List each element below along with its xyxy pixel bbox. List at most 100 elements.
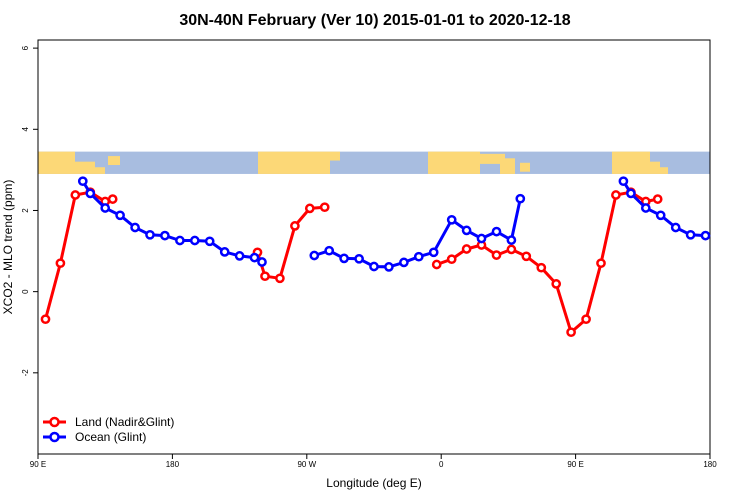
land-data-point [506,244,517,255]
ocean-data-point [491,226,502,237]
ocean-data-point [413,251,424,262]
legend: Land (Nadir&Glint) Ocean (Glint) [43,415,174,444]
land-data-point [566,327,576,338]
land-data-point [107,194,118,204]
ocean-data-point [461,225,472,236]
ocean-series-line [622,180,706,238]
ocean-data-point [685,229,696,240]
land-data-point [260,271,270,282]
map-land-9 [520,162,530,172]
land-data-point [491,250,502,260]
ocean-data-point [189,235,200,246]
y-axis-label: XCO2 - MLO trend (ppm) [1,180,15,315]
map-land-7 [480,153,505,164]
ocean-data-point [219,247,230,257]
map-ocean [38,151,710,174]
map-land-5 [330,151,340,161]
world-map-strip [38,151,710,174]
ocean-series-line [81,180,263,264]
land-series-line [256,205,325,280]
land-data-point [596,258,606,269]
x-axis: 90 E 180 90 W 0 90 E 180 [30,454,717,469]
ocean-data-point [309,250,320,261]
ocean-data-point [670,222,681,233]
land-data-point [521,251,532,262]
ocean-data-point [354,253,364,264]
land-data-point [290,221,300,231]
ocean-data-point [175,235,185,246]
ocean-data-point [384,262,394,272]
x-tick-label: 90 W [297,460,316,469]
legend-marker-ocean [49,431,60,443]
y-tick-label: 6 [21,45,30,50]
plot-frame [37,39,711,455]
map-land-10 [612,151,650,174]
map-land-6 [428,151,480,174]
series-layer [40,176,711,338]
ocean-data-point [234,251,245,261]
ocean-data-point [655,210,666,221]
land-data-point [536,262,547,273]
ocean-data-point [324,245,335,256]
ocean-data-point [515,193,526,204]
ocean-data-point [77,176,88,187]
map-land-11 [650,161,660,174]
ocean-data-point [145,229,155,240]
ocean-data-point [476,233,487,244]
ocean-data-point [618,176,629,187]
land-data-point [611,190,621,200]
ocean-data-point [115,210,125,221]
ocean-data-point [85,188,96,199]
ocean-data-point [160,230,170,241]
map-land-1 [75,161,95,174]
land-data-point [652,194,663,204]
land-data-point [551,279,562,289]
ocean-data-point [204,236,215,247]
land-data-point [461,244,472,254]
land-data-point [304,203,315,214]
land-data-point [70,190,81,200]
land-data-point [581,314,591,325]
y-tick-label: 4 [21,127,30,132]
land-data-point [446,254,457,265]
land-data-point [431,259,442,270]
map-land-0 [38,151,75,174]
x-tick-label: 180 [703,460,717,469]
ocean-data-point [100,203,111,213]
land-series-line [436,190,658,334]
ocean-data-point [130,222,140,233]
legend-label-land: Land (Nadir&Glint) [75,415,174,429]
y-tick-label: 2 [21,208,30,213]
ocean-data-point [446,214,457,225]
land-data-point [275,273,285,284]
land-data-point [55,258,66,269]
map-land-12 [660,167,668,174]
y-tick-label: 0 [21,289,30,294]
x-tick-label: 90 E [567,460,583,469]
land-data-point [40,314,51,325]
ocean-data-point [626,188,636,199]
x-tick-label: 180 [166,460,180,469]
ocean-data-point [399,257,409,268]
x-tick-label: 0 [439,460,444,469]
ocean-data-point [339,253,349,264]
y-axis: -2 0 2 4 6 [21,45,38,376]
legend-label-ocean: Ocean (Glint) [75,430,146,444]
land-data-point [319,202,330,213]
x-tick-label: 90 E [30,460,46,469]
map-land-4 [258,151,330,174]
chart-title: 30N-40N February (Ver 10) 2015-01-01 to … [179,12,570,29]
ocean-data-point [640,203,651,213]
map-land-3 [108,156,120,166]
map-land-8 [500,158,515,174]
ocean-data-point [506,235,517,245]
ocean-data-point [369,261,379,272]
ocean-data-point [700,230,711,241]
y-tick-label: -2 [21,369,30,377]
ocean-data-point [249,252,260,263]
ocean-data-point [428,247,439,258]
legend-marker-land [49,416,60,428]
x-axis-label: Longitude (deg E) [326,476,421,490]
ocean-data-point [257,257,267,267]
